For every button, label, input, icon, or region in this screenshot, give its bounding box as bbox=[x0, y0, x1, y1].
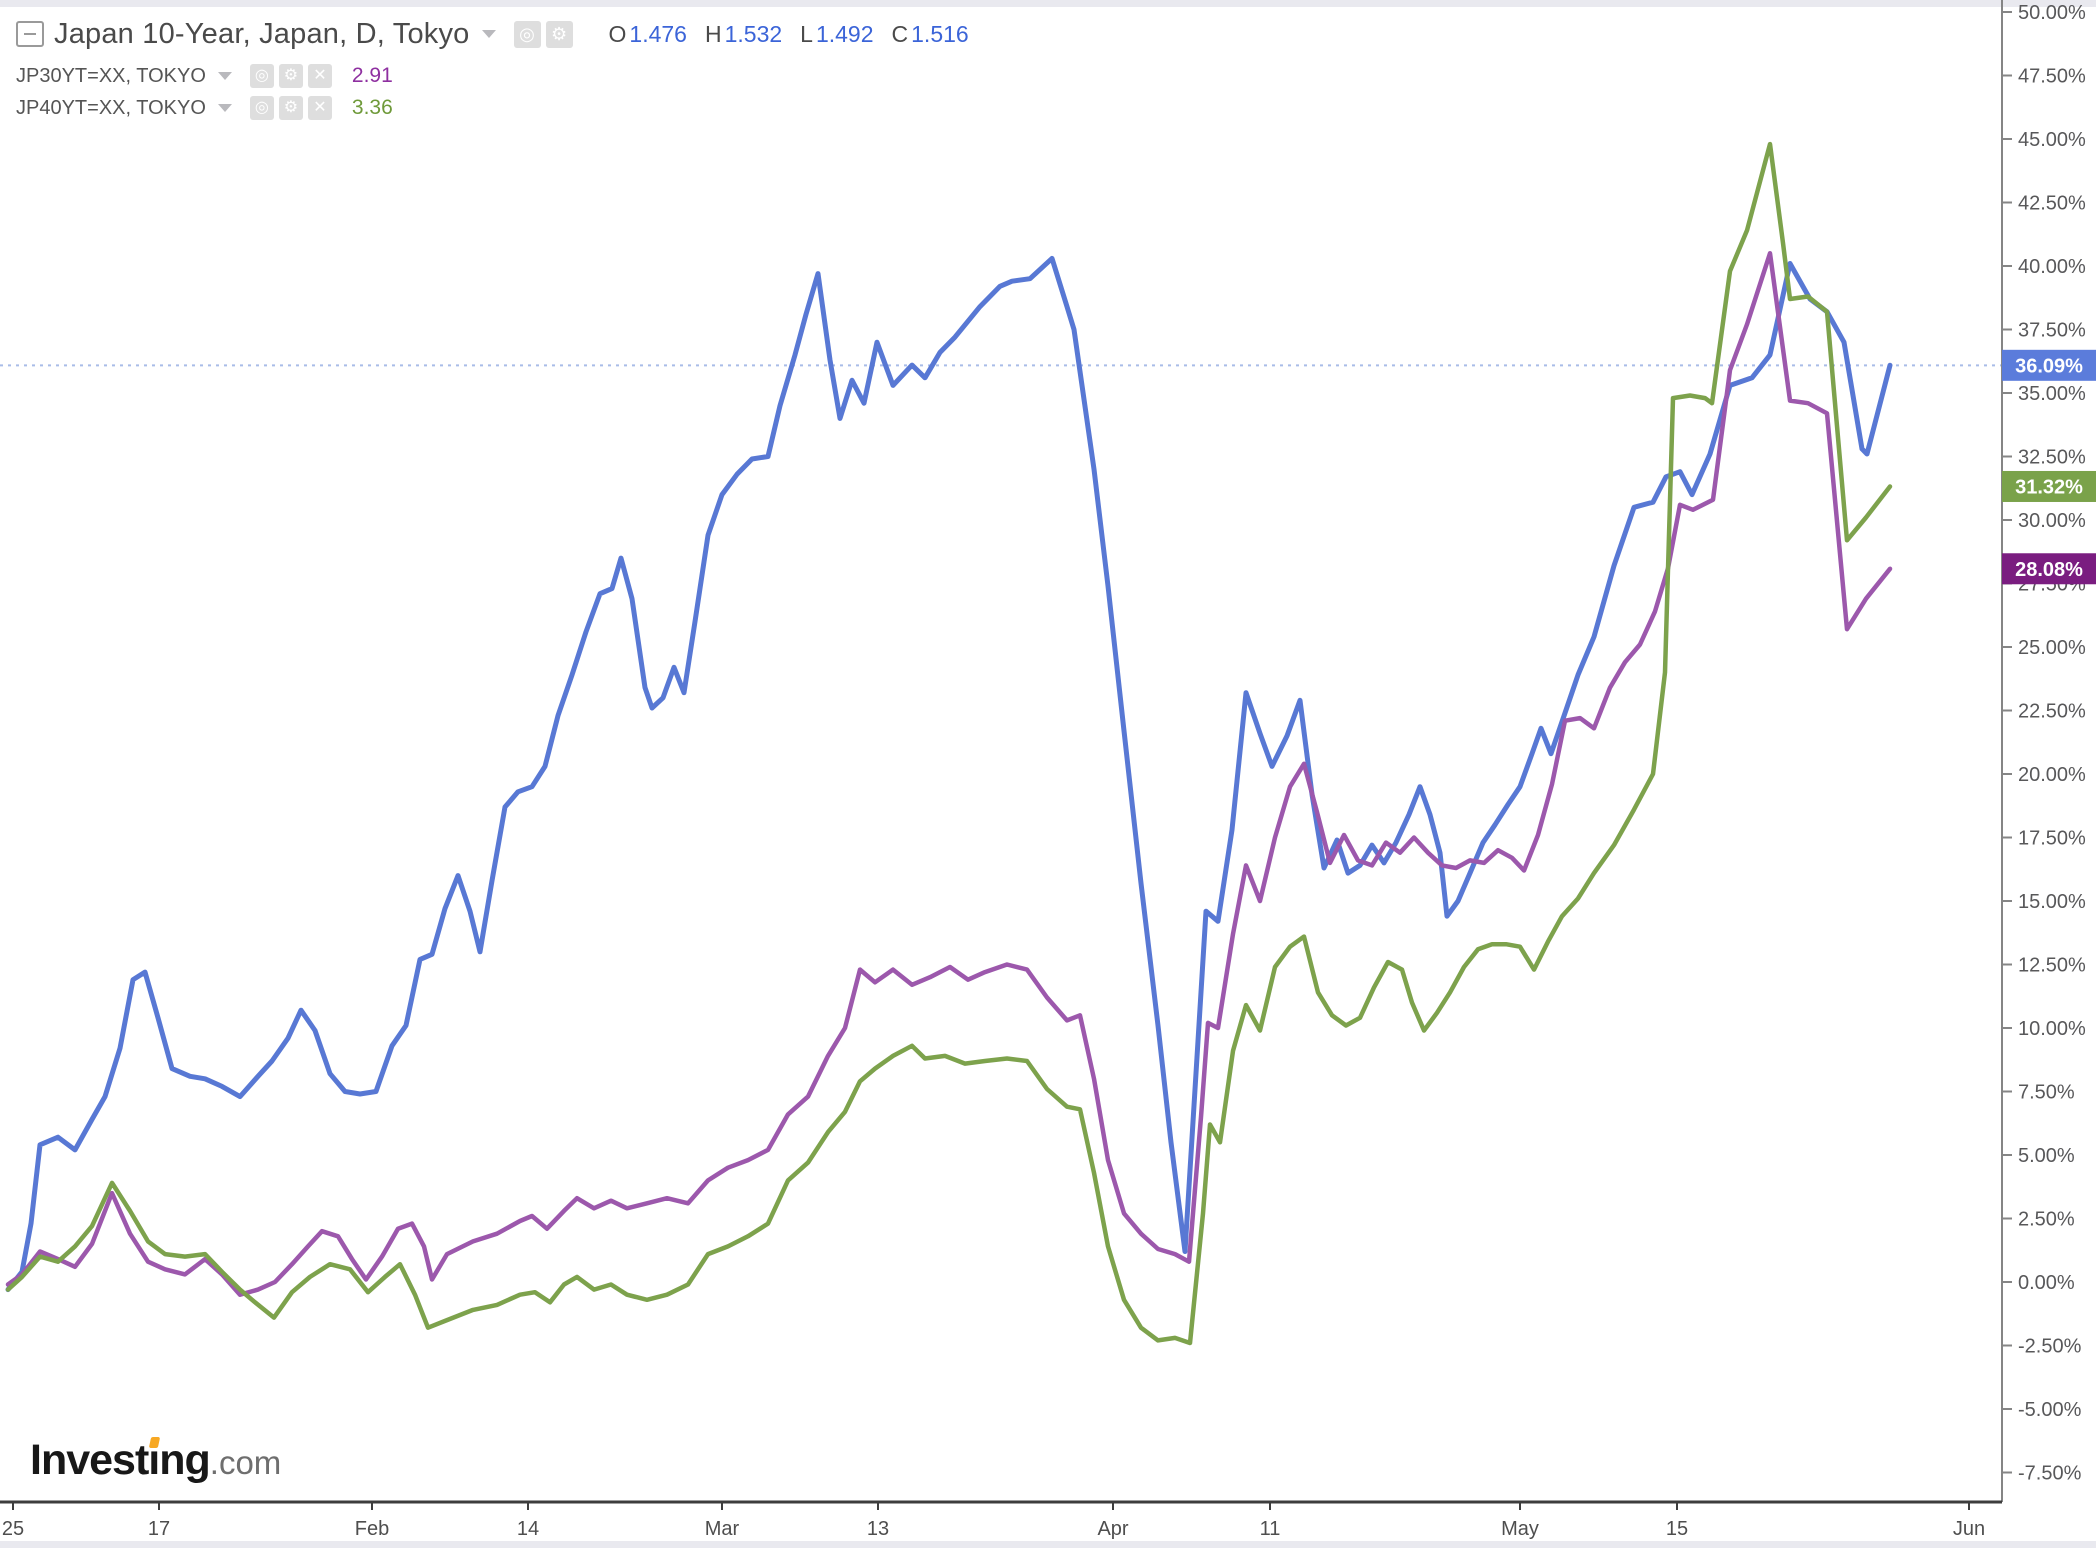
y-tick-label: 2.50% bbox=[2018, 1209, 2075, 1231]
last-price-badge bbox=[2002, 349, 2096, 381]
main-symbol-row: Japan 10-Year, Japan, D, Tokyo ◎ ⚙ O 1.47… bbox=[16, 14, 969, 54]
last-price-badge-label: 28.08% bbox=[2015, 559, 2083, 581]
close-icon[interactable]: ✕ bbox=[307, 96, 332, 120]
last-price-badge bbox=[2002, 553, 2096, 585]
eye-icon[interactable]: ◎ bbox=[249, 64, 274, 88]
y-tick-label: 10.00% bbox=[2018, 1018, 2086, 1040]
series-line-1 bbox=[5, 251, 1893, 1297]
y-tick-label: 15.00% bbox=[2018, 891, 2086, 913]
x-tick-label: Jun bbox=[1953, 1518, 1985, 1540]
x-tick-label: Apr bbox=[1097, 1518, 1128, 1540]
y-tick-label: 0.00% bbox=[2018, 1272, 2075, 1294]
y-tick-label: 22.50% bbox=[2018, 701, 2086, 723]
y-tick-label: 42.50% bbox=[2018, 193, 2086, 215]
y-tick-label: -2.50% bbox=[2018, 1336, 2082, 1358]
investing-logo: Investı ng .com bbox=[30, 1436, 281, 1485]
close-label: C bbox=[891, 20, 909, 47]
x-tick-label: Mar bbox=[705, 1518, 740, 1540]
y-tick-label: 25.00% bbox=[2018, 637, 2086, 659]
main-symbol-title[interactable]: Japan 10-Year, Japan, D, Tokyo bbox=[54, 17, 470, 50]
gear-icon[interactable]: ⚙ bbox=[545, 20, 573, 48]
chevron-down-icon[interactable] bbox=[217, 72, 232, 80]
y-tick-label: 45.00% bbox=[2018, 129, 2086, 151]
y-tick-label: 32.50% bbox=[2018, 447, 2086, 469]
close-icon[interactable]: ✕ bbox=[307, 64, 332, 88]
logo-suffix: .com bbox=[209, 1444, 282, 1481]
chevron-down-icon[interactable] bbox=[481, 30, 496, 38]
close-value: 1.516 bbox=[911, 20, 969, 47]
low-label: L bbox=[800, 20, 813, 47]
compare-value-jp40yt: 3.36 bbox=[351, 96, 393, 119]
x-tick-label: 14 bbox=[517, 1518, 539, 1540]
y-tick-label: 20.00% bbox=[2018, 764, 2086, 786]
eye-icon[interactable]: ◎ bbox=[249, 96, 274, 120]
y-tick-label: -7.50% bbox=[2018, 1463, 2082, 1485]
last-price-badge bbox=[2002, 470, 2096, 502]
y-tick-label: 7.50% bbox=[2018, 1082, 2075, 1104]
compare-symbol-jp30yt[interactable]: JP30YT=XX, TOKYO bbox=[16, 64, 206, 87]
y-tick-label: 30.00% bbox=[2018, 510, 2086, 532]
compare-row-jp40yt: JP40YT=XX, TOKYO ◎ ⚙ ✕ 3.36 bbox=[16, 94, 393, 122]
x-tick-label: 15 bbox=[1666, 1518, 1688, 1540]
gear-icon[interactable]: ⚙ bbox=[278, 96, 303, 120]
x-tick-label: 11 bbox=[1260, 1518, 1281, 1540]
y-tick-label: 5.00% bbox=[2018, 1145, 2075, 1167]
x-tick-label: Feb bbox=[355, 1518, 389, 1540]
x-tick-label: 13 bbox=[867, 1518, 889, 1540]
y-tick-label: 47.50% bbox=[2018, 66, 2086, 88]
open-value: 1.476 bbox=[629, 20, 687, 47]
top-border-strip bbox=[0, 0, 2096, 7]
bottom-border-strip bbox=[0, 1541, 2096, 1548]
gear-icon[interactable]: ⚙ bbox=[278, 64, 303, 88]
y-tick-label: -5.00% bbox=[2018, 1399, 2082, 1421]
y-tick-label: 17.50% bbox=[2018, 828, 2086, 850]
ohlc-readout: O 1.476 H 1.532 L 1.492 C 1.516 bbox=[609, 21, 969, 48]
eye-icon[interactable]: ◎ bbox=[513, 20, 541, 48]
y-tick-label: 12.50% bbox=[2018, 955, 2086, 977]
high-value: 1.532 bbox=[724, 20, 783, 47]
compare-value-jp30yt: 2.91 bbox=[351, 64, 393, 87]
y-tick-label: 37.50% bbox=[2018, 320, 2086, 342]
y-tick-label: 40.00% bbox=[2018, 256, 2086, 278]
x-tick-label: May bbox=[1501, 1518, 1539, 1540]
last-price-badge-label: 36.09% bbox=[2015, 355, 2083, 377]
x-tick-label: 17 bbox=[148, 1518, 170, 1540]
last-price-badge-label: 31.32% bbox=[2015, 476, 2083, 498]
compare-row-jp30yt: JP30YT=XX, TOKYO ◎ ⚙ ✕ 2.91 bbox=[16, 62, 393, 90]
y-tick-label: 35.00% bbox=[2018, 383, 2086, 405]
open-label: O bbox=[608, 20, 627, 47]
chevron-down-icon[interactable] bbox=[217, 104, 232, 112]
collapse-legend-icon[interactable] bbox=[16, 21, 44, 47]
y-tick-label: 50.00% bbox=[2018, 2, 2086, 24]
low-value: 1.492 bbox=[815, 20, 874, 47]
x-tick-label: 25 bbox=[2, 1518, 24, 1540]
series-line-2 bbox=[5, 141, 1893, 1346]
compare-symbol-jp40yt[interactable]: JP40YT=XX, TOKYO bbox=[16, 96, 206, 119]
series-line-0 bbox=[5, 255, 1893, 1293]
high-label: H bbox=[704, 20, 722, 47]
logo-text: Investı ng bbox=[30, 1436, 211, 1484]
